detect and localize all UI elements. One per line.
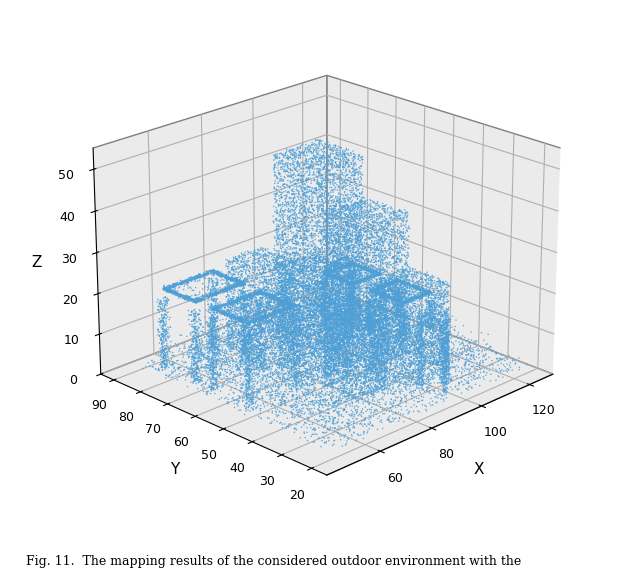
- X-axis label: X: X: [474, 462, 484, 477]
- Text: Fig. 11.  The mapping results of the considered outdoor environment with the: Fig. 11. The mapping results of the cons…: [26, 555, 521, 568]
- Y-axis label: Y: Y: [170, 462, 179, 477]
